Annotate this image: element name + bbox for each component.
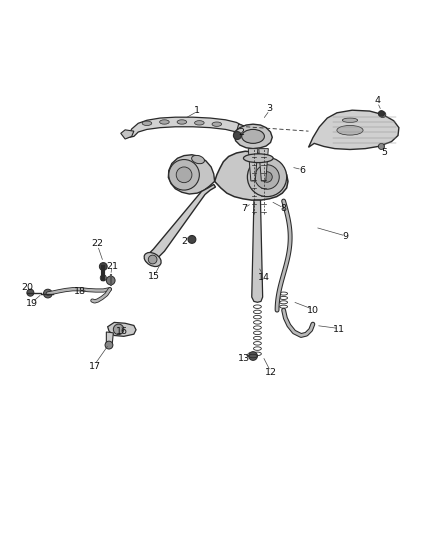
Text: 19: 19 [26,299,38,308]
Circle shape [43,289,52,298]
Circle shape [233,132,241,140]
Text: 15: 15 [148,272,160,280]
Circle shape [378,111,385,117]
Ellipse shape [337,125,363,135]
Polygon shape [106,332,113,346]
Text: 3: 3 [267,104,273,113]
Text: 10: 10 [307,305,319,314]
Text: 22: 22 [92,239,104,248]
Circle shape [148,255,157,264]
Polygon shape [234,124,272,149]
Text: 5: 5 [381,148,387,157]
Ellipse shape [144,253,161,266]
Polygon shape [145,184,215,262]
Circle shape [169,159,199,190]
Circle shape [380,111,386,118]
Ellipse shape [242,130,265,143]
Circle shape [105,341,113,349]
Circle shape [255,165,279,189]
Ellipse shape [159,120,169,124]
Circle shape [27,289,34,296]
Circle shape [176,167,192,183]
Text: 4: 4 [374,96,381,105]
Ellipse shape [142,121,152,125]
Text: 21: 21 [106,262,118,271]
Ellipse shape [212,122,222,126]
Circle shape [99,263,107,270]
Polygon shape [248,149,258,181]
Text: 12: 12 [265,368,276,377]
Circle shape [188,236,196,244]
Polygon shape [121,130,134,139]
Ellipse shape [194,120,204,125]
Text: 6: 6 [299,166,305,175]
Polygon shape [168,155,215,194]
Text: 13: 13 [238,354,251,362]
Polygon shape [259,149,268,181]
Text: 8: 8 [281,204,286,213]
Ellipse shape [244,154,273,163]
Text: 7: 7 [241,204,247,213]
Circle shape [247,157,287,197]
Circle shape [113,324,124,335]
Text: 16: 16 [116,327,128,336]
Circle shape [378,143,385,149]
Text: 1: 1 [194,106,200,115]
Text: 11: 11 [333,325,345,334]
Text: 20: 20 [22,283,34,292]
Circle shape [100,275,106,281]
Ellipse shape [343,118,357,123]
Polygon shape [308,110,399,149]
Circle shape [262,172,272,182]
Circle shape [249,352,258,360]
Polygon shape [215,151,288,200]
Ellipse shape [177,120,187,124]
Polygon shape [127,117,245,138]
Text: 2: 2 [238,127,244,136]
Text: 17: 17 [88,361,101,370]
Polygon shape [252,200,263,302]
Ellipse shape [192,156,205,164]
Polygon shape [237,124,246,135]
Text: 2: 2 [181,237,187,246]
Text: 14: 14 [258,273,270,282]
Text: 18: 18 [74,287,86,296]
Text: 9: 9 [343,232,349,241]
Polygon shape [108,322,136,336]
Circle shape [106,276,115,285]
